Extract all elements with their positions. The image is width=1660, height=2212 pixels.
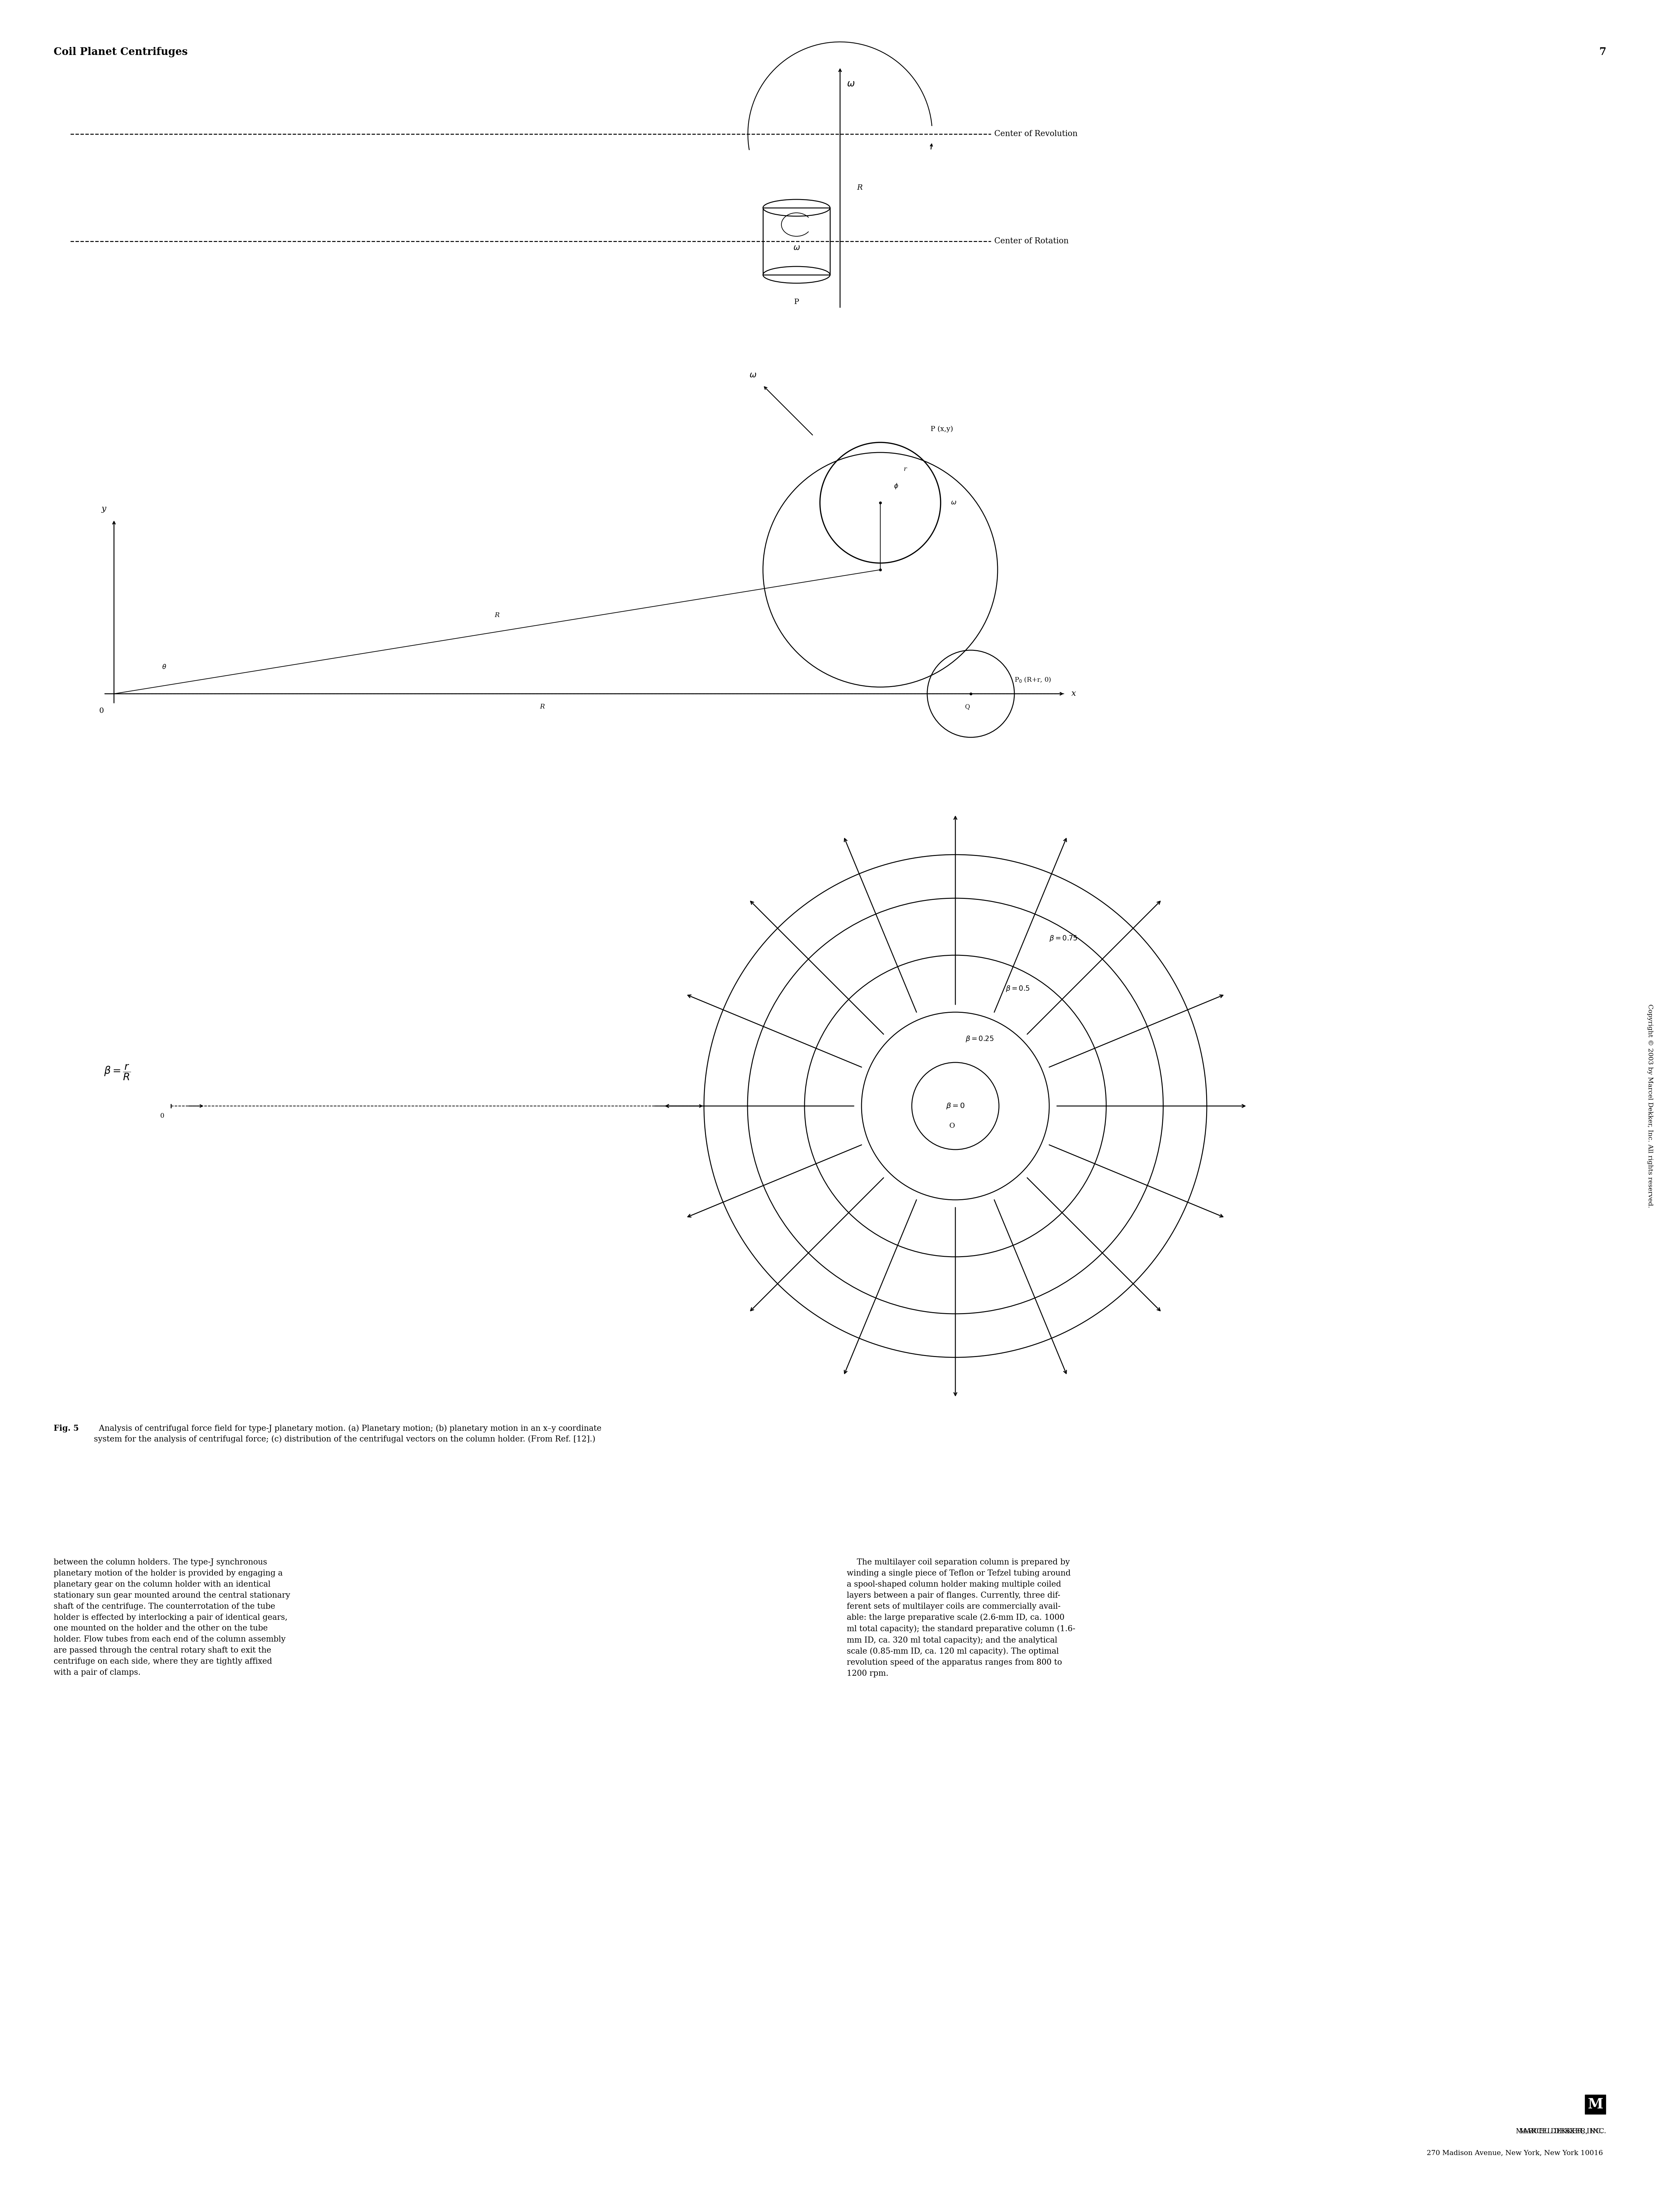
Text: The multilayer coil separation column is prepared by
winding a single piece of T: The multilayer coil separation column is… (847, 1559, 1076, 1677)
Text: Fig. 5: Fig. 5 (53, 1425, 78, 1433)
Text: $\omega$: $\omega$ (847, 80, 855, 88)
Text: Copyright © 2003 by Marcel Dekker, Inc. All rights reserved.: Copyright © 2003 by Marcel Dekker, Inc. … (1647, 1004, 1653, 1208)
Text: 0: 0 (159, 1113, 164, 1119)
Text: $\theta$: $\theta$ (163, 664, 166, 670)
Text: 270 Madison Avenue, New York, New York 10016: 270 Madison Avenue, New York, New York 1… (1428, 2150, 1604, 2157)
Text: R: R (495, 613, 500, 619)
Text: $\beta = 0.75$: $\beta = 0.75$ (1049, 933, 1077, 942)
Text: x: x (1071, 690, 1076, 697)
Text: Q: Q (964, 703, 969, 710)
Text: MARCEL DEKKER, INC.: MARCEL DEKKER, INC. (1516, 2128, 1604, 2135)
Text: $\omega$: $\omega$ (793, 243, 800, 252)
Text: Center of Rotation: Center of Rotation (994, 237, 1069, 246)
Text: $\omega$: $\omega$ (749, 372, 757, 378)
Text: r: r (903, 467, 906, 471)
Text: Analysis of centrifugal force field for type-J planetary motion. (a) Planetary m: Analysis of centrifugal force field for … (95, 1425, 601, 1442)
Text: $\beta=0$: $\beta=0$ (946, 1102, 964, 1110)
Text: M: M (1587, 2097, 1604, 2112)
Text: 0: 0 (100, 708, 105, 714)
Text: $\phi$: $\phi$ (893, 482, 898, 489)
Text: MARCEL DEKKER, INC.: MARCEL DEKKER, INC. (1519, 2128, 1607, 2135)
Text: Center of Revolution: Center of Revolution (994, 131, 1077, 137)
Text: Coil Planet Centrifuges: Coil Planet Centrifuges (53, 46, 188, 58)
Text: P$_0$ (R+r, 0): P$_0$ (R+r, 0) (1014, 677, 1051, 684)
Text: 7: 7 (1599, 46, 1607, 58)
Text: $\beta = 0.25$: $\beta = 0.25$ (966, 1035, 994, 1044)
Text: O: O (950, 1124, 954, 1128)
Text: $\omega$: $\omega$ (951, 500, 956, 507)
Text: P: P (793, 299, 798, 305)
Text: y: y (101, 504, 106, 513)
Text: $\beta = 0.5$: $\beta = 0.5$ (1006, 984, 1029, 993)
Text: R: R (857, 184, 863, 192)
Text: R: R (540, 703, 544, 710)
Text: P (x,y): P (x,y) (931, 425, 953, 431)
Text: $\beta = \dfrac{r}{R}$: $\beta = \dfrac{r}{R}$ (105, 1064, 131, 1082)
Text: between the column holders. The type-J synchronous
planetary motion of the holde: between the column holders. The type-J s… (53, 1559, 290, 1677)
